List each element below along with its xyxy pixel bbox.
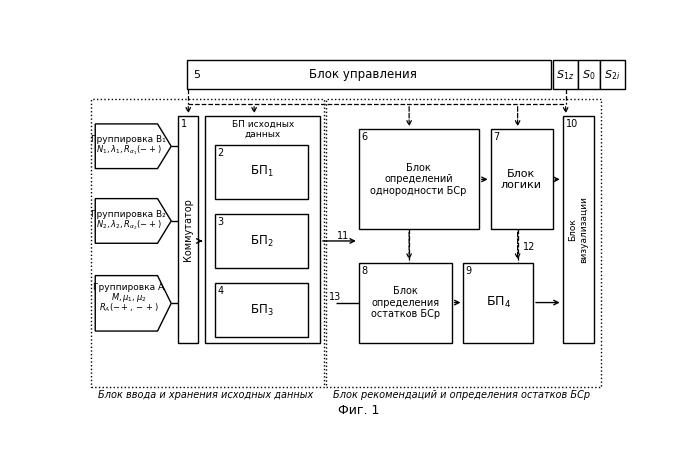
Bar bbox=[491, 129, 552, 229]
Bar bbox=[205, 116, 320, 344]
Text: Блок ввода и хранения исходных данных: Блок ввода и хранения исходных данных bbox=[98, 390, 313, 400]
Text: $S_{1z}$: $S_{1z}$ bbox=[556, 68, 574, 81]
Text: $S_0$: $S_0$ bbox=[582, 68, 596, 81]
Text: Блок
визуализации: Блок визуализации bbox=[568, 196, 588, 263]
Bar bbox=[187, 60, 551, 89]
Bar bbox=[326, 98, 601, 387]
Text: 10: 10 bbox=[566, 119, 578, 129]
Bar bbox=[216, 214, 309, 268]
Bar bbox=[92, 98, 324, 387]
Text: Блок рекомендаций и определения остатков БСр: Блок рекомендаций и определения остатков… bbox=[333, 390, 590, 400]
Text: Блок управления: Блок управления bbox=[309, 68, 416, 81]
Text: Блок
логики: Блок логики bbox=[501, 168, 542, 190]
Text: 1: 1 bbox=[181, 119, 187, 129]
Bar bbox=[358, 129, 479, 229]
Bar bbox=[216, 283, 309, 337]
Text: 13: 13 bbox=[330, 292, 342, 302]
Text: 4: 4 bbox=[218, 286, 224, 296]
Text: Группировка A: Группировка A bbox=[93, 284, 164, 292]
Text: 6: 6 bbox=[361, 132, 368, 142]
Text: 7: 7 bbox=[493, 132, 499, 142]
Text: $M, \mu_1, \mu_2$: $M, \mu_1, \mu_2$ bbox=[111, 292, 146, 305]
Text: $R_A(-+,-+)$: $R_A(-+,-+)$ bbox=[99, 302, 159, 314]
Text: БП$_2$: БП$_2$ bbox=[250, 234, 274, 249]
Text: БП$_1$: БП$_1$ bbox=[250, 164, 274, 179]
Polygon shape bbox=[95, 124, 172, 168]
Text: Блок
определения
остатков БСр: Блок определения остатков БСр bbox=[371, 286, 440, 319]
Text: БП$_3$: БП$_3$ bbox=[250, 303, 274, 318]
Text: БП$_4$: БП$_4$ bbox=[486, 295, 511, 310]
Text: $N_1, \lambda_1, R_{\alpha_1}(-+)$: $N_1, \lambda_1, R_{\alpha_1}(-+)$ bbox=[96, 143, 162, 157]
Text: 5: 5 bbox=[194, 70, 201, 80]
Bar bbox=[578, 60, 600, 89]
Text: Коммутатор: Коммутатор bbox=[183, 198, 193, 261]
Text: $N_2, \lambda_2, R_{\alpha_2}(-+)$: $N_2, \lambda_2, R_{\alpha_2}(-+)$ bbox=[96, 218, 162, 232]
Bar bbox=[563, 116, 594, 344]
Bar bbox=[463, 263, 533, 344]
Bar bbox=[600, 60, 625, 89]
Text: 9: 9 bbox=[466, 266, 472, 276]
Text: 3: 3 bbox=[218, 217, 224, 227]
Text: Группировка B₁: Группировка B₁ bbox=[91, 135, 166, 144]
Text: БП исходных
данных: БП исходных данных bbox=[232, 120, 294, 139]
Bar bbox=[216, 145, 309, 198]
Bar bbox=[358, 263, 452, 344]
Text: $S_{2i}$: $S_{2i}$ bbox=[604, 68, 620, 81]
Text: 12: 12 bbox=[523, 242, 536, 252]
Bar bbox=[178, 116, 198, 344]
Text: Блок
определений
однородности БСр: Блок определений однородности БСр bbox=[370, 163, 467, 196]
Text: 2: 2 bbox=[218, 148, 224, 158]
Polygon shape bbox=[95, 276, 172, 331]
Text: Группировка B₂: Группировка B₂ bbox=[91, 210, 166, 219]
Text: 8: 8 bbox=[361, 266, 368, 276]
Text: 11: 11 bbox=[337, 231, 349, 241]
Bar bbox=[552, 60, 578, 89]
Polygon shape bbox=[95, 198, 172, 243]
Text: Фиг. 1: Фиг. 1 bbox=[338, 404, 379, 417]
